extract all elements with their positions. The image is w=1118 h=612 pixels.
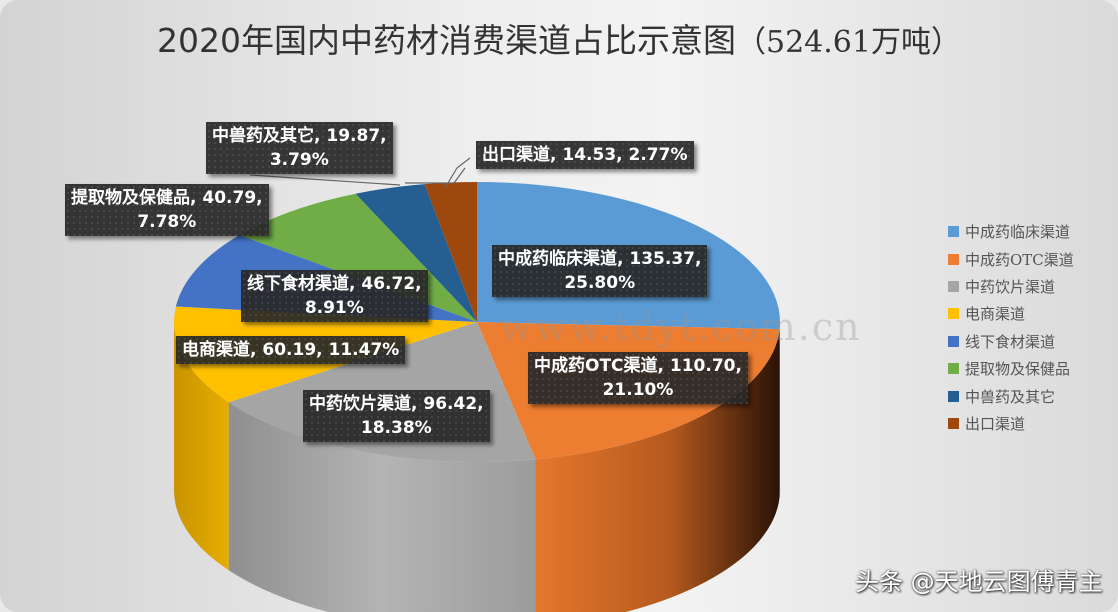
- legend-item[interactable]: 中兽药及其它: [948, 382, 1108, 409]
- legend-item[interactable]: 出口渠道: [948, 410, 1108, 437]
- pie-slice-7[interactable]: [424, 182, 477, 322]
- pie-side-2: [228, 402, 536, 612]
- chart-title: 2020年国内中药材消费渠道占比示意图（524.61万吨）: [0, 14, 1118, 62]
- legend-item[interactable]: 提取物及保健品: [948, 355, 1108, 382]
- data-label-clinical: 中成药临床渠道, 135.37, 25.80%: [492, 245, 708, 297]
- legend-item[interactable]: 电商渠道: [948, 300, 1108, 327]
- legend-swatch: [948, 226, 959, 238]
- data-label-export: 出口渠道, 14.53, 2.77%: [476, 141, 694, 169]
- legend-item[interactable]: 中成药临床渠道: [948, 218, 1108, 245]
- pie-side-3: [174, 322, 229, 571]
- pie-slice-6[interactable]: [355, 184, 477, 322]
- credit-watermark: 头条 @天地云图傅青主: [855, 568, 1103, 596]
- legend-swatch: [948, 335, 959, 347]
- leader-lines: [249, 157, 471, 189]
- legend-item[interactable]: 中成药OTC渠道: [948, 245, 1108, 272]
- watermark-url: www.tdyt.com.cn: [500, 305, 862, 349]
- chart-legend: 中成药临床渠道 中成药OTC渠道 中药饮片渠道 电商渠道 线下食材渠道 提取物及…: [948, 218, 1108, 437]
- title-unit: （524.61万吨）: [736, 25, 961, 60]
- title-main: 2020年国内中药材消费渠道占比示意图: [157, 21, 736, 60]
- legend-item[interactable]: 中药饮片渠道: [948, 273, 1108, 300]
- legend-swatch: [948, 417, 959, 429]
- legend-item[interactable]: 线下食材渠道: [948, 328, 1108, 355]
- pie-sides: [174, 322, 781, 612]
- data-label-decoction: 中药饮片渠道, 96.42, 18.38%: [303, 390, 490, 442]
- data-label-ecommerce: 电商渠道, 60.19, 11.47%: [176, 336, 406, 364]
- legend-swatch: [948, 390, 959, 402]
- legend-swatch: [948, 253, 959, 265]
- legend-swatch: [948, 363, 959, 375]
- legend-swatch: [948, 280, 959, 292]
- pie-side-1: [535, 329, 780, 612]
- data-label-otc: 中成药OTC渠道, 110.70, 21.10%: [528, 352, 748, 404]
- data-label-extract: 提取物及保健品, 40.79, 7.78%: [65, 184, 269, 236]
- data-label-veterinary: 中兽药及其它, 19.87, 3.79%: [206, 122, 393, 174]
- data-label-food: 线下食材渠道, 46.72, 8.91%: [241, 270, 428, 322]
- legend-swatch: [948, 308, 959, 320]
